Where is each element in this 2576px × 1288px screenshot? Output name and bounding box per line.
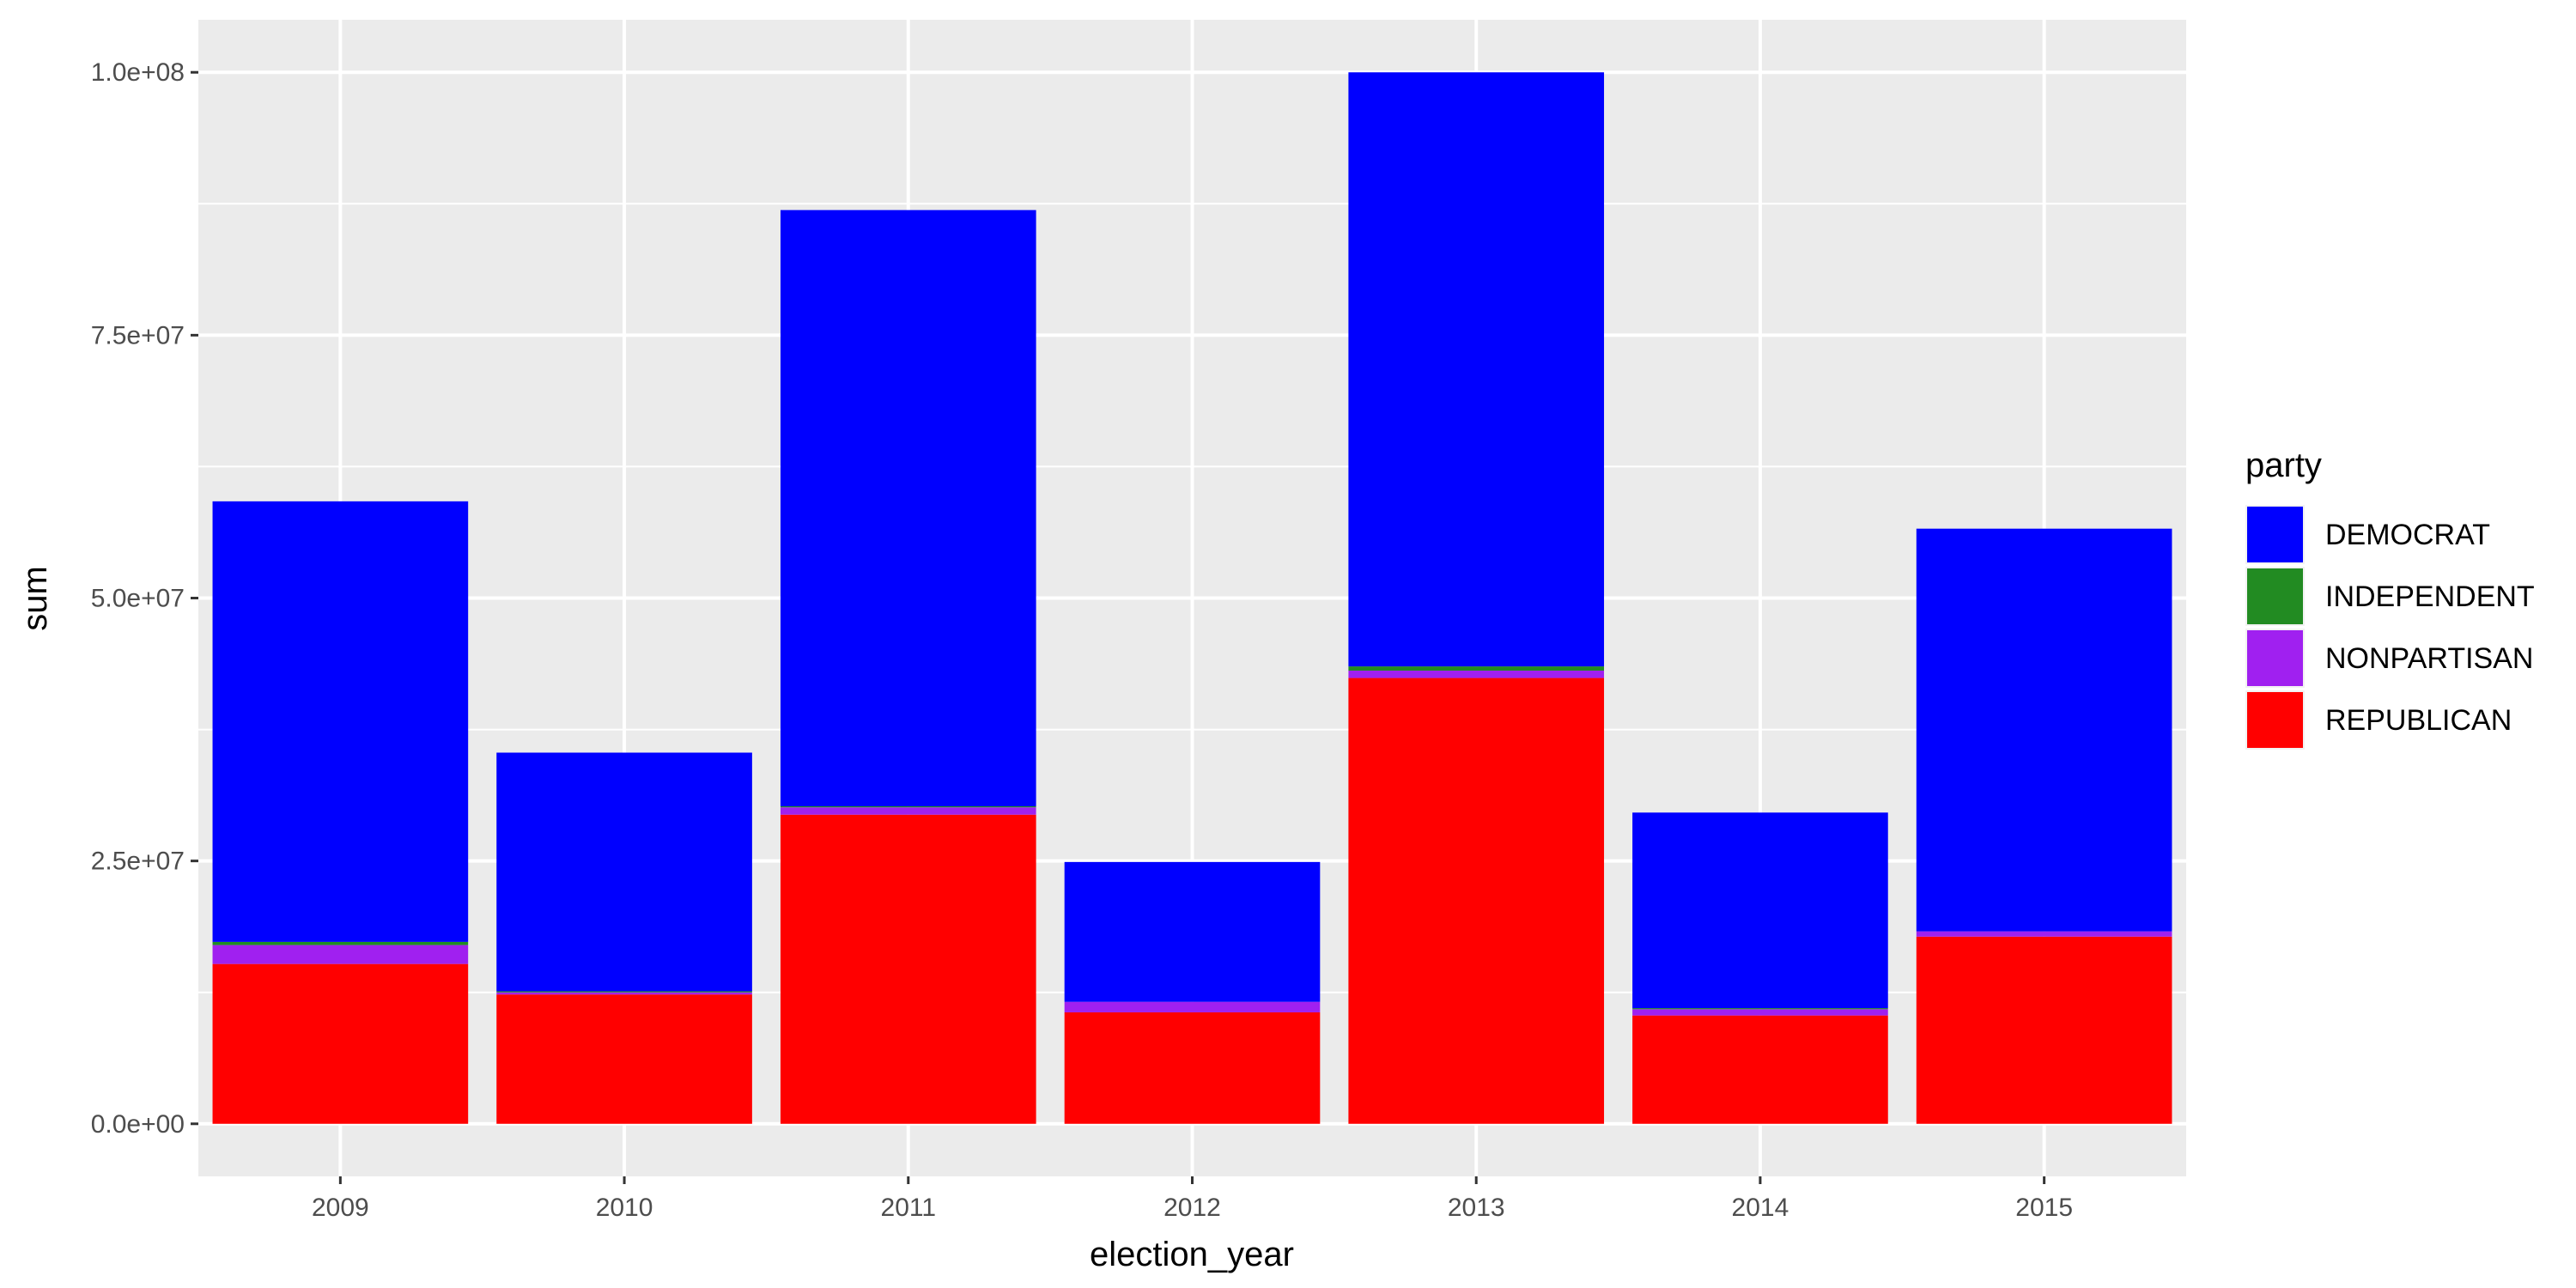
x-tick-label: 2009 — [312, 1194, 369, 1222]
bar-nonpartisan-2009 — [212, 945, 469, 964]
legend-label-independent: INDEPENDENT — [2325, 580, 2535, 613]
bar-independent-2014 — [1632, 1008, 1888, 1010]
bar-democrat-2013 — [1348, 72, 1605, 667]
x-tick-label: 2012 — [1163, 1194, 1221, 1222]
bar-independent-2011 — [780, 805, 1036, 808]
bar-republican-2010 — [496, 994, 752, 1124]
bar-independent-2013 — [1348, 666, 1605, 671]
bar-democrat-2012 — [1064, 861, 1321, 1002]
bar-democrat-2010 — [496, 752, 752, 992]
legend-key-republican — [2247, 692, 2303, 748]
x-axis: 2009 2010 2011 2012 2013 2014 2015 — [312, 1176, 2073, 1222]
bar-nonpartisan-2013 — [1348, 670, 1605, 678]
bar-nonpartisan-2015 — [1916, 931, 2172, 937]
bar-nonpartisan-2011 — [780, 807, 1036, 815]
x-tick-label: 2014 — [1732, 1194, 1789, 1222]
y-tick-label: 1.0e+08 — [91, 58, 185, 87]
legend-label-republican: REPUBLICAN — [2325, 704, 2512, 737]
bar-nonpartisan-2010 — [496, 992, 752, 995]
y-tick-label: 0.0e+00 — [91, 1110, 185, 1139]
y-tick-label: 7.5e+07 — [91, 321, 185, 349]
bar-democrat-2009 — [212, 501, 469, 942]
x-tick-label: 2010 — [596, 1194, 653, 1222]
bar-democrat-2015 — [1916, 528, 2172, 932]
bar-democrat-2011 — [780, 210, 1036, 806]
legend-key-democrat — [2247, 507, 2303, 562]
bar-nonpartisan-2014 — [1632, 1009, 1888, 1016]
bars — [212, 72, 2172, 1124]
bar-nonpartisan-2012 — [1064, 1001, 1321, 1012]
bar-republican-2012 — [1064, 1012, 1321, 1124]
bar-republican-2015 — [1916, 936, 2172, 1124]
bar-republican-2011 — [780, 814, 1036, 1124]
x-axis-title: election_year — [1090, 1236, 1294, 1273]
y-tick-label: 2.5e+07 — [91, 848, 185, 876]
legend: party DEMOCRAT INDEPENDENT NONPARTISAN REPU… — [2245, 447, 2535, 750]
bar-republican-2014 — [1632, 1015, 1888, 1124]
x-tick-label: 2013 — [1448, 1194, 1505, 1222]
legend-key-independent — [2247, 568, 2303, 624]
legend-key-nonpartisan — [2247, 630, 2303, 686]
x-tick-label: 2015 — [2015, 1194, 2073, 1222]
legend-label-democrat: DEMOCRAT — [2325, 519, 2490, 551]
y-tick-label: 5.0e+07 — [91, 585, 185, 613]
x-tick-label: 2011 — [881, 1194, 937, 1222]
bar-independent-2010 — [496, 991, 752, 993]
y-axis: 0.0e+00 2.5e+07 5.0e+07 7.5e+07 1.0e+08 — [91, 58, 198, 1139]
y-axis-title: sum — [16, 566, 54, 631]
legend-title: party — [2245, 447, 2322, 484]
bar-democrat-2014 — [1632, 812, 1888, 1009]
bar-republican-2009 — [212, 963, 469, 1124]
legend-label-nonpartisan: NONPARTISAN — [2325, 642, 2533, 675]
bar-independent-2009 — [212, 941, 469, 945]
bar-republican-2013 — [1348, 677, 1605, 1124]
